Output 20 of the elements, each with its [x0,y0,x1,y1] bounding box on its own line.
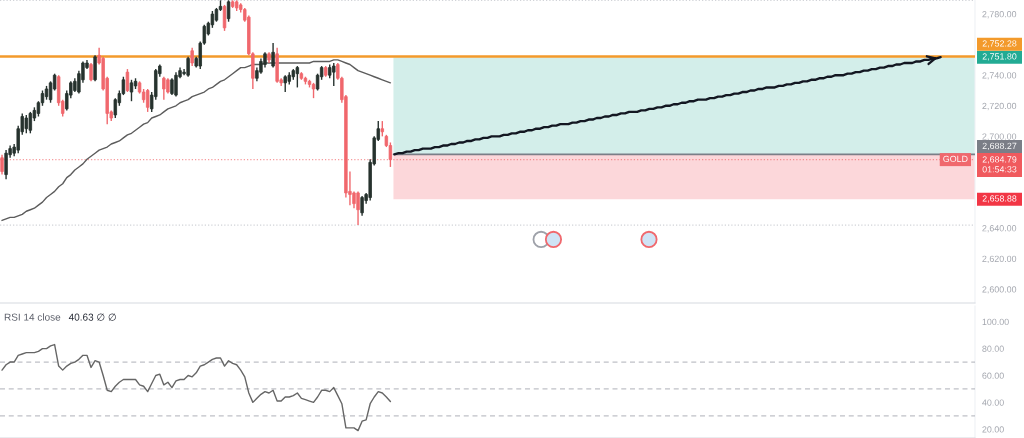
y-tick-label: 20.00 [982,426,1004,433]
y-tick-label: 60.00 [982,372,1004,379]
annotation: 40.63 ∅ ∅ [68,313,116,321]
y-tick-label: 2,600.00 [982,286,1017,294]
text: GOLD [943,155,968,162]
y-tick-label: 2,740.00 [982,72,1017,80]
y-tick-label: 2,700.00 [982,133,1017,141]
ref-line-label: 2,688.27 [982,142,1017,151]
ref-line-label: 2,752.28 [982,40,1017,48]
band-label: 2,751.80 [982,53,1017,61]
y-tick-label: 80.00 [982,345,1004,352]
y-tick-label: 100.00 [982,318,1009,326]
y-tick-label: 40.00 [982,399,1004,406]
y-tick-label: 2,720.00 [982,102,1017,111]
y-tick-label: 2,640.00 [982,225,1017,233]
text: RSI 14 close [4,313,61,321]
band-label: 2,658.88 [982,195,1017,203]
y-tick-label: 2,780.00 [982,11,1017,19]
y-tick-label: 2,620.00 [982,255,1017,264]
ref-line-label: 2,684.79 01:54:33 [982,156,1017,173]
